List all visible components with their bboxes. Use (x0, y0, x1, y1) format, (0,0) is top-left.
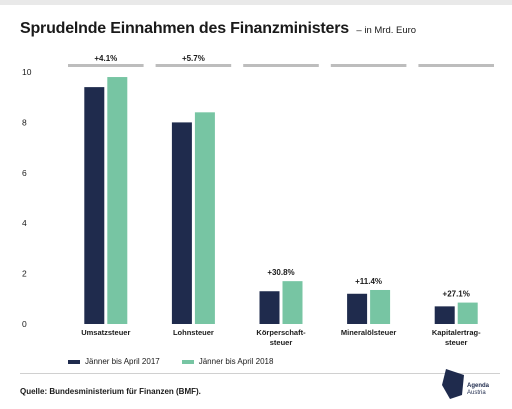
bar-2018 (457, 302, 478, 324)
change-annotation: +27.1% (443, 290, 470, 299)
change-annotation: +11.4% (355, 277, 382, 286)
chart-subtitle: – in Mrd. Euro (356, 25, 417, 36)
source-note: Quelle: Bundesministerium für Finanzen (… (20, 387, 201, 396)
footer-divider (20, 373, 500, 374)
y-tick-label: 0 (22, 319, 27, 329)
bar-2017 (259, 291, 280, 324)
chart-header: Sprudelnde Einnahmen des Finanzministers… (20, 20, 416, 38)
bar-2017 (347, 293, 368, 324)
bar-2018 (194, 112, 215, 324)
legend-swatch-2018 (181, 359, 194, 364)
change-annotation: +4.1% (94, 54, 117, 63)
legend-label-2017: Jänner bis April 2017 (85, 357, 160, 366)
group-header-bar (418, 64, 494, 67)
group-header-bar (155, 64, 232, 67)
legend: Jänner bis April 2017 Jänner bis April 2… (68, 357, 273, 366)
y-tick-label: 2 (22, 269, 27, 279)
category-label: Lohnsteuer (173, 328, 214, 337)
svg-text:Agenda: Agenda (467, 383, 490, 389)
bar-2018 (370, 289, 391, 324)
legend-label-2018: Jänner bis April 2018 (198, 357, 274, 366)
y-tick-label: 8 (22, 117, 27, 127)
y-tick-label: 10 (22, 67, 32, 77)
legend-swatch-2017 (68, 359, 80, 364)
group-header-bar (243, 64, 319, 67)
group-header-bar (330, 64, 407, 67)
legend-item-2017: Jänner bis April 2017 (68, 357, 160, 366)
category-label: Mineralölsteuer (341, 328, 397, 337)
agenda-austria-logo: Agenda Austria (442, 369, 490, 399)
bar-2017 (434, 306, 455, 324)
category-label: Kapitalertrag- (432, 328, 481, 337)
group-header-bar (68, 64, 144, 67)
svg-text:Austria: Austria (467, 390, 486, 396)
bar-2018 (107, 77, 128, 324)
bar-2017 (84, 87, 105, 325)
change-annotation: +5.7% (182, 54, 205, 63)
chart-title: Sprudelnde Einnahmen des Finanzministers (20, 20, 349, 37)
top-border (0, 0, 512, 5)
category-label: Körperschaft- (256, 328, 306, 337)
category-label: Umsatzsteuer (81, 328, 130, 337)
y-tick-label: 6 (22, 168, 27, 178)
legend-item-2018: Jänner bis April 2018 (181, 357, 274, 366)
bar-2018 (282, 281, 303, 324)
bar-2017 (171, 122, 192, 325)
change-annotation: +30.8% (267, 268, 294, 277)
y-tick-label: 4 (22, 218, 27, 228)
category-label: steuer (445, 338, 468, 347)
category-label: steuer (270, 338, 293, 347)
